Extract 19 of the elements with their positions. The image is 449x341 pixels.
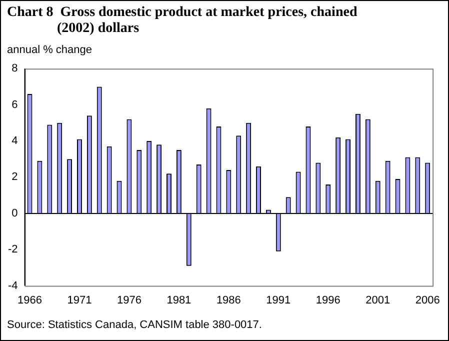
x-tick-label: 2006	[415, 294, 440, 306]
x-tick-label: 1971	[67, 294, 92, 306]
x-tick-label: 1976	[116, 294, 142, 306]
chart-title: Chart 8 Gross domestic product at market prices, chained (2002) dollars	[7, 5, 358, 37]
y-tick-label: 8	[12, 62, 18, 75]
x-tick-label: 1981	[166, 294, 192, 306]
y-tick-label: -4	[8, 280, 18, 292]
y-tick-label: 4	[12, 135, 18, 148]
y-tick-label: 6	[12, 98, 18, 111]
x-tick-label: 2001	[366, 294, 390, 306]
source-note: Source: Statistics Canada, CANSIM table 380-0017.	[7, 319, 262, 331]
x-tick-label: 1991	[266, 294, 291, 306]
y-axis-title: annual % change	[7, 44, 92, 56]
x-tick-label: 1996	[316, 294, 340, 306]
y-tick-label: -2	[8, 244, 18, 256]
y-tick-label: 2	[12, 171, 18, 184]
x-tick-label: 1986	[216, 294, 241, 306]
x-tick-label: 1966	[18, 294, 42, 306]
y-tick-label: 0	[12, 207, 18, 220]
